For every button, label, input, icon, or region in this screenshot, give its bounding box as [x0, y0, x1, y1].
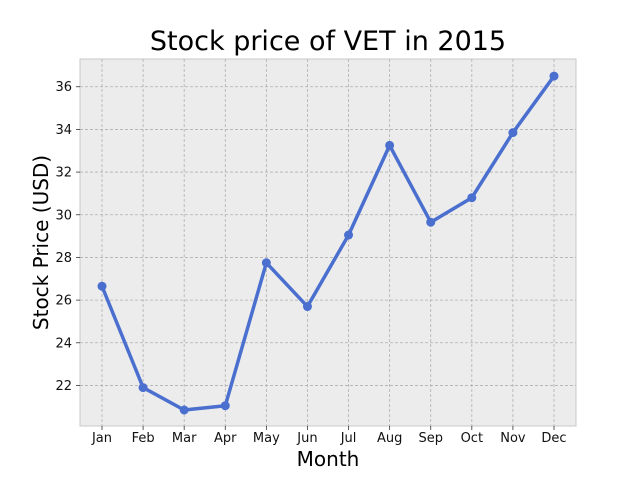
x-axis-label: Month	[297, 447, 360, 471]
series-layer	[97, 71, 559, 415]
x-tick-label: Jan	[91, 431, 112, 446]
y-tick-label: 26	[55, 294, 72, 309]
x-tick-label: Jul	[340, 431, 357, 446]
plot-area	[79, 58, 577, 427]
data-point-mar	[179, 405, 189, 415]
x-tick-label: Nov	[500, 431, 526, 446]
data-point-sep	[426, 217, 436, 227]
grid-lines	[80, 59, 576, 426]
chart-title: Stock price of VET in 2015	[150, 26, 506, 57]
y-tick-label: 28	[55, 251, 72, 266]
x-tick-label: Sep	[418, 431, 443, 446]
data-point-nov	[508, 128, 518, 138]
x-tick-label: Aug	[377, 431, 402, 446]
y-tick-label: 30	[55, 208, 72, 223]
data-point-may	[261, 258, 271, 268]
y-tick-label: 32	[55, 166, 72, 181]
x-tick-label: Mar	[172, 431, 197, 446]
data-point-aug	[385, 140, 395, 150]
data-point-jan	[97, 281, 107, 291]
x-tick-label: Feb	[132, 431, 155, 446]
y-tick-label: 22	[55, 379, 72, 394]
x-tick-label: Dec	[541, 431, 566, 446]
tick-labels: 22 24 26 28 30 32 34 36 Jan Feb Mar Apr May Jun Jul Aug…	[55, 80, 566, 446]
y-tick-label: 24	[55, 336, 72, 351]
x-tick-label: Oct	[461, 431, 483, 446]
series-line	[100, 74, 556, 412]
x-tick-label: Jun	[296, 431, 317, 446]
x-tick-label: Apr	[214, 431, 237, 446]
data-point-oct	[467, 193, 477, 203]
data-point-dec	[549, 71, 559, 81]
data-point-apr	[220, 401, 230, 411]
y-tick-label: 36	[55, 80, 72, 95]
y-tick-label: 34	[55, 123, 72, 138]
data-point-jul	[344, 230, 354, 240]
data-point-feb	[138, 383, 148, 393]
data-point-jun	[302, 302, 312, 312]
x-tick-label: May	[253, 431, 280, 446]
y-axis-label: Stock Price (USD)	[29, 155, 53, 330]
